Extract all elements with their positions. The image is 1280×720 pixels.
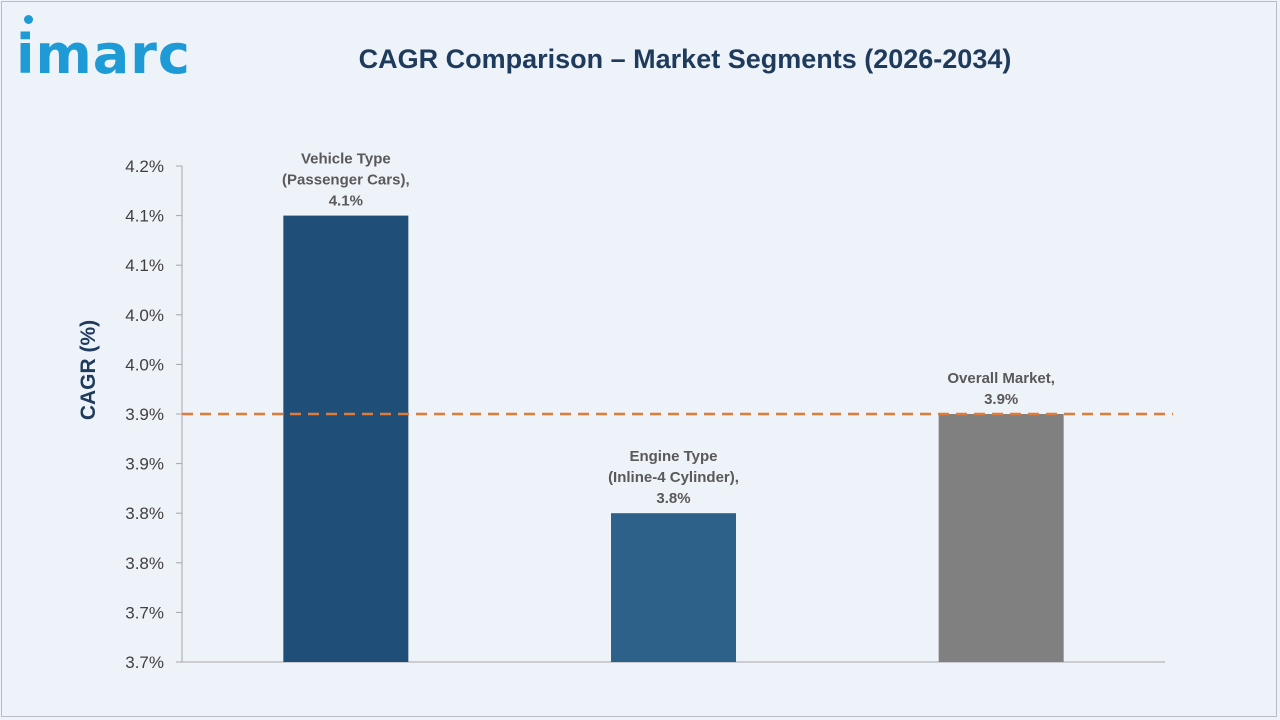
- chart-title: CAGR Comparison – Market Segments (2026-…: [358, 44, 1012, 74]
- bar: [283, 215, 409, 662]
- bar: [938, 414, 1064, 662]
- bars: [283, 215, 1064, 662]
- data-label: 3.8%: [656, 490, 690, 507]
- y-tick-label: 3.7%: [125, 653, 164, 672]
- data-label: 4.1%: [329, 193, 363, 210]
- y-tick-label: 3.9%: [125, 405, 164, 424]
- data-label: Vehicle Type: [301, 151, 391, 168]
- y-tick-label: 4.0%: [125, 306, 164, 325]
- y-tick-label: 4.1%: [125, 207, 164, 226]
- y-tick-label: 3.7%: [125, 603, 164, 622]
- imarc-logo: imarc: [16, 23, 191, 86]
- data-label: Engine Type: [629, 448, 717, 465]
- data-label: Overall Market,: [947, 370, 1055, 387]
- bar: [611, 513, 736, 662]
- y-tick-label: 3.8%: [125, 554, 164, 573]
- y-tick-label: 3.9%: [125, 455, 164, 474]
- data-label: 3.9%: [984, 391, 1018, 408]
- logo-dot: [24, 15, 33, 24]
- data-label: (Passenger Cars),: [282, 172, 410, 189]
- y-tick-label: 4.0%: [125, 355, 164, 374]
- axes: 3.7% 3.7% 3.8% 3.8% 3.9% 3.9% 4.0% 4.0% 4.1% 4.1%…: [125, 157, 1165, 672]
- y-tick-label: 3.8%: [125, 504, 164, 523]
- y-tick-label: 4.1%: [125, 256, 164, 275]
- data-labels: Vehicle Type (Passenger Cars), 4.1% Engine …: [282, 151, 1055, 508]
- data-label: (Inline-4 Cylinder),: [608, 469, 739, 486]
- y-tick-label: 4.2%: [125, 157, 164, 176]
